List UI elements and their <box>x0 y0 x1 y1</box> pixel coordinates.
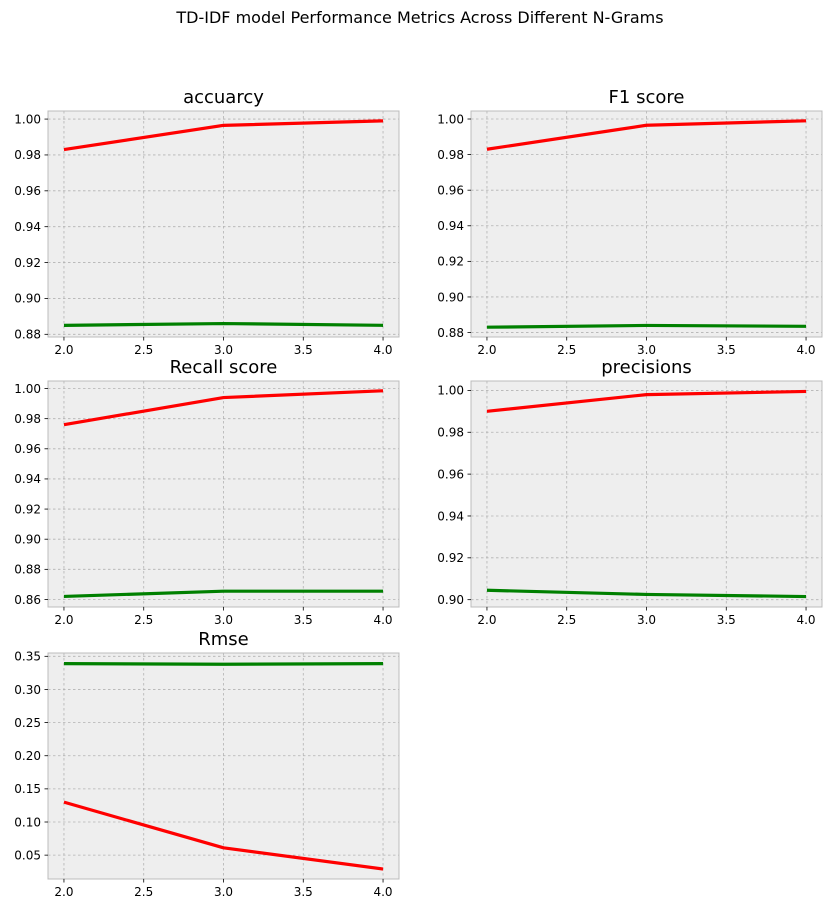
subplot-title: precisions <box>601 357 692 378</box>
subplot-title: Rmse <box>198 629 249 650</box>
series-line-2 <box>63 800 384 871</box>
series-line-1 <box>486 389 807 413</box>
y-tick-label: 0.88 <box>437 326 464 340</box>
y-tick-label: 0.94 <box>437 219 464 233</box>
y-tick-label: 0.96 <box>14 184 41 198</box>
subplot-title: F1 score <box>609 87 685 108</box>
y-tick-label: 0.92 <box>14 502 41 516</box>
subplot-4: 2.0 2.5 3.0 3.5 4.0 0.90 0.92 0.94 0.96 0.98 1.00 p… <box>437 357 823 627</box>
subplot-title: Recall score <box>170 357 278 378</box>
series-line-1 <box>63 389 384 427</box>
x-tick-label: 3.5 <box>717 613 736 627</box>
axes-background <box>48 653 399 879</box>
y-tick-label: 0.96 <box>14 442 41 456</box>
x-tick-label: 3.0 <box>637 343 656 357</box>
x-tick-label: 3.0 <box>637 613 656 627</box>
y-tick-label: 0.35 <box>14 650 41 664</box>
series-line-1 <box>63 661 384 666</box>
x-tick-label: 3.5 <box>294 613 313 627</box>
series-line-2 <box>63 589 384 599</box>
x-tick-label: 4.0 <box>796 613 815 627</box>
y-tick-label: 0.88 <box>14 563 41 577</box>
series-line-2 <box>486 323 807 329</box>
subplot-title: accuarcy <box>183 87 264 108</box>
x-tick-label: 2.0 <box>54 613 73 627</box>
x-tick-label: 2.5 <box>134 885 153 899</box>
y-tick-label: 0.90 <box>14 292 41 306</box>
y-tick-label: 0.94 <box>437 509 464 523</box>
y-tick-label: 0.90 <box>437 593 464 607</box>
x-tick-label: 2.5 <box>134 613 153 627</box>
subplot-3: 2.0 2.5 3.0 3.5 4.0 0.86 0.88 0.90 0.92 0.94 0.96 0… <box>14 357 400 627</box>
y-tick-label: 0.94 <box>14 472 41 486</box>
x-tick-label: 3.0 <box>214 343 233 357</box>
subplot-1: 2.0 2.5 3.0 3.5 4.0 0.88 0.90 0.92 0.94 0.96 0.98 1… <box>14 87 400 357</box>
y-tick-label: 0.98 <box>437 426 464 440</box>
axes-background <box>471 381 822 607</box>
y-tick-label: 0.86 <box>14 593 41 607</box>
x-tick-label: 4.0 <box>796 343 815 357</box>
x-tick-label: 4.0 <box>373 613 392 627</box>
x-tick-label: 4.0 <box>373 343 392 357</box>
y-tick-label: 0.92 <box>14 256 41 270</box>
y-tick-label: 0.92 <box>437 551 464 565</box>
y-tick-label: 0.96 <box>437 467 464 481</box>
subplot-2: 2.0 2.5 3.0 3.5 4.0 0.88 0.90 0.92 0.94 0.96 0.98 1… <box>437 87 823 357</box>
x-tick-label: 3.5 <box>717 343 736 357</box>
y-tick-label: 1.00 <box>14 112 41 126</box>
x-tick-label: 3.0 <box>214 613 233 627</box>
figure-title: TD-IDF model Performance Metrics Across … <box>176 8 664 27</box>
x-tick-label: 2.5 <box>557 613 576 627</box>
axes-background <box>48 111 399 337</box>
y-tick-label: 0.92 <box>437 255 464 269</box>
x-tick-label: 3.5 <box>294 343 313 357</box>
x-tick-label: 2.5 <box>557 343 576 357</box>
subplot-5: 2.0 2.5 3.0 3.5 4.0 0.05 0.10 0.15 0.20 0.25 0.30 0… <box>14 629 400 899</box>
y-tick-label: 0.25 <box>14 716 41 730</box>
y-tick-label: 1.00 <box>437 384 464 398</box>
y-tick-label: 0.98 <box>14 148 41 162</box>
x-tick-label: 3.5 <box>294 885 313 899</box>
x-tick-label: 4.0 <box>373 885 392 899</box>
y-tick-label: 0.98 <box>437 148 464 162</box>
series-line-1 <box>63 119 384 152</box>
axes-background <box>471 111 822 337</box>
y-tick-label: 0.15 <box>14 782 41 796</box>
y-tick-label: 0.98 <box>14 412 41 426</box>
y-tick-label: 0.90 <box>437 290 464 304</box>
y-tick-label: 0.10 <box>14 815 41 829</box>
x-tick-label: 2.0 <box>477 343 496 357</box>
y-tick-label: 0.94 <box>14 220 41 234</box>
y-tick-label: 1.00 <box>437 112 464 126</box>
series-line-1 <box>486 119 807 151</box>
x-tick-label: 2.0 <box>477 613 496 627</box>
x-tick-label: 2.0 <box>54 343 73 357</box>
y-tick-label: 0.20 <box>14 749 41 763</box>
series-line-2 <box>486 588 807 599</box>
y-tick-label: 0.30 <box>14 683 41 697</box>
y-tick-label: 0.88 <box>14 328 41 342</box>
x-tick-label: 3.0 <box>214 885 233 899</box>
series-line-2 <box>63 321 384 327</box>
x-tick-label: 2.0 <box>54 885 73 899</box>
x-tick-label: 2.5 <box>134 343 153 357</box>
y-tick-label: 1.00 <box>14 382 41 396</box>
y-tick-label: 0.90 <box>14 533 41 547</box>
y-tick-label: 0.05 <box>14 848 41 862</box>
y-tick-label: 0.96 <box>437 183 464 197</box>
